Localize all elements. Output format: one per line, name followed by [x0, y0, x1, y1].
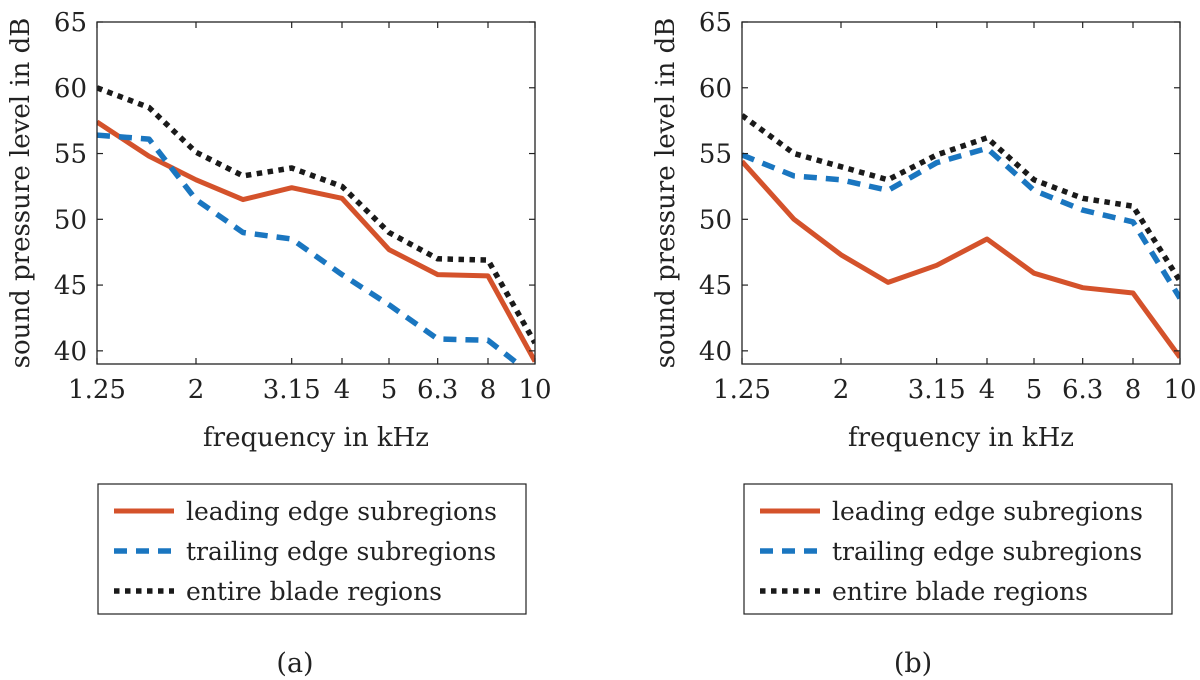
- legend-label: leading edge subregions: [186, 497, 497, 526]
- subfigure-label: (a): [276, 648, 313, 679]
- series-line-dashed: [97, 132, 523, 364]
- y-tick-label: 40: [54, 337, 87, 367]
- x-tick-label: 3.15: [263, 375, 321, 405]
- y-tick-label: 65: [54, 8, 87, 38]
- y-tick-label: 50: [699, 205, 732, 235]
- legend-label: entire blade regions: [186, 577, 442, 606]
- x-tick-label: 6.3: [417, 375, 458, 405]
- y-tick-label: 65: [699, 8, 732, 38]
- y-tick-label: 60: [699, 74, 732, 104]
- series-group: [97, 85, 535, 364]
- x-tick-label: 1.25: [68, 375, 126, 405]
- plot-frame: [741, 21, 1181, 365]
- x-tick-label: 1.25: [713, 375, 771, 405]
- x-tick-label: 8: [480, 375, 497, 405]
- y-axis-label: sound pressure level in dB: [651, 18, 681, 369]
- subfigure-label: (b): [894, 648, 932, 679]
- y-axis-label: sound pressure level in dB: [6, 18, 36, 369]
- series-group: [742, 113, 1180, 359]
- x-axis-label: frequency in kHz: [848, 423, 1074, 453]
- series-line-dotted: [742, 113, 1180, 283]
- x-tick-label: 10: [518, 375, 551, 405]
- legend-label: trailing edge subregions: [832, 537, 1142, 566]
- series-line-solid: [742, 159, 1180, 359]
- x-tick-label: 2: [188, 375, 205, 405]
- x-tick-label: 10: [1163, 375, 1196, 405]
- legend: leading edge subregions trailing edge sub…: [743, 483, 1173, 615]
- series-line-dashed: [742, 145, 1180, 300]
- y-tick-label: 45: [54, 271, 87, 301]
- y-tick-label: 50: [54, 205, 87, 235]
- x-tick-label: 4: [334, 375, 351, 405]
- legend-label: leading edge subregions: [832, 497, 1143, 526]
- x-tick-label: 5: [381, 375, 398, 405]
- x-tick-label: 2: [833, 375, 850, 405]
- legend-label: entire blade regions: [832, 577, 1088, 606]
- x-tick-label: 3.15: [908, 375, 966, 405]
- x-tick-label: 4: [979, 375, 996, 405]
- y-tick-label: 45: [699, 271, 732, 301]
- chart-panel-a: 40 45 50 55 60 65 1.25 2 3.15 4 5 6.3 8 10 frequency i…: [6, 8, 552, 679]
- x-axis-label: frequency in kHz: [203, 423, 429, 453]
- x-tick-label: 8: [1125, 375, 1142, 405]
- y-tick-label: 55: [699, 140, 732, 170]
- series-line-dotted: [97, 85, 535, 345]
- y-tick-label: 55: [54, 140, 87, 170]
- y-tick-label: 60: [54, 74, 87, 104]
- legend: leading edge subregions trailing edge sub…: [97, 483, 527, 615]
- y-tick-label: 40: [699, 337, 732, 367]
- legend-label: trailing edge subregions: [186, 537, 496, 566]
- x-tick-label: 6.3: [1062, 375, 1103, 405]
- plot-frame: [96, 21, 536, 365]
- chart-panel-b: 40 45 50 55 60 65 1.25 2 3.15 4 5 6.3 8 10 frequency i…: [651, 8, 1197, 679]
- x-tick-label: 5: [1026, 375, 1043, 405]
